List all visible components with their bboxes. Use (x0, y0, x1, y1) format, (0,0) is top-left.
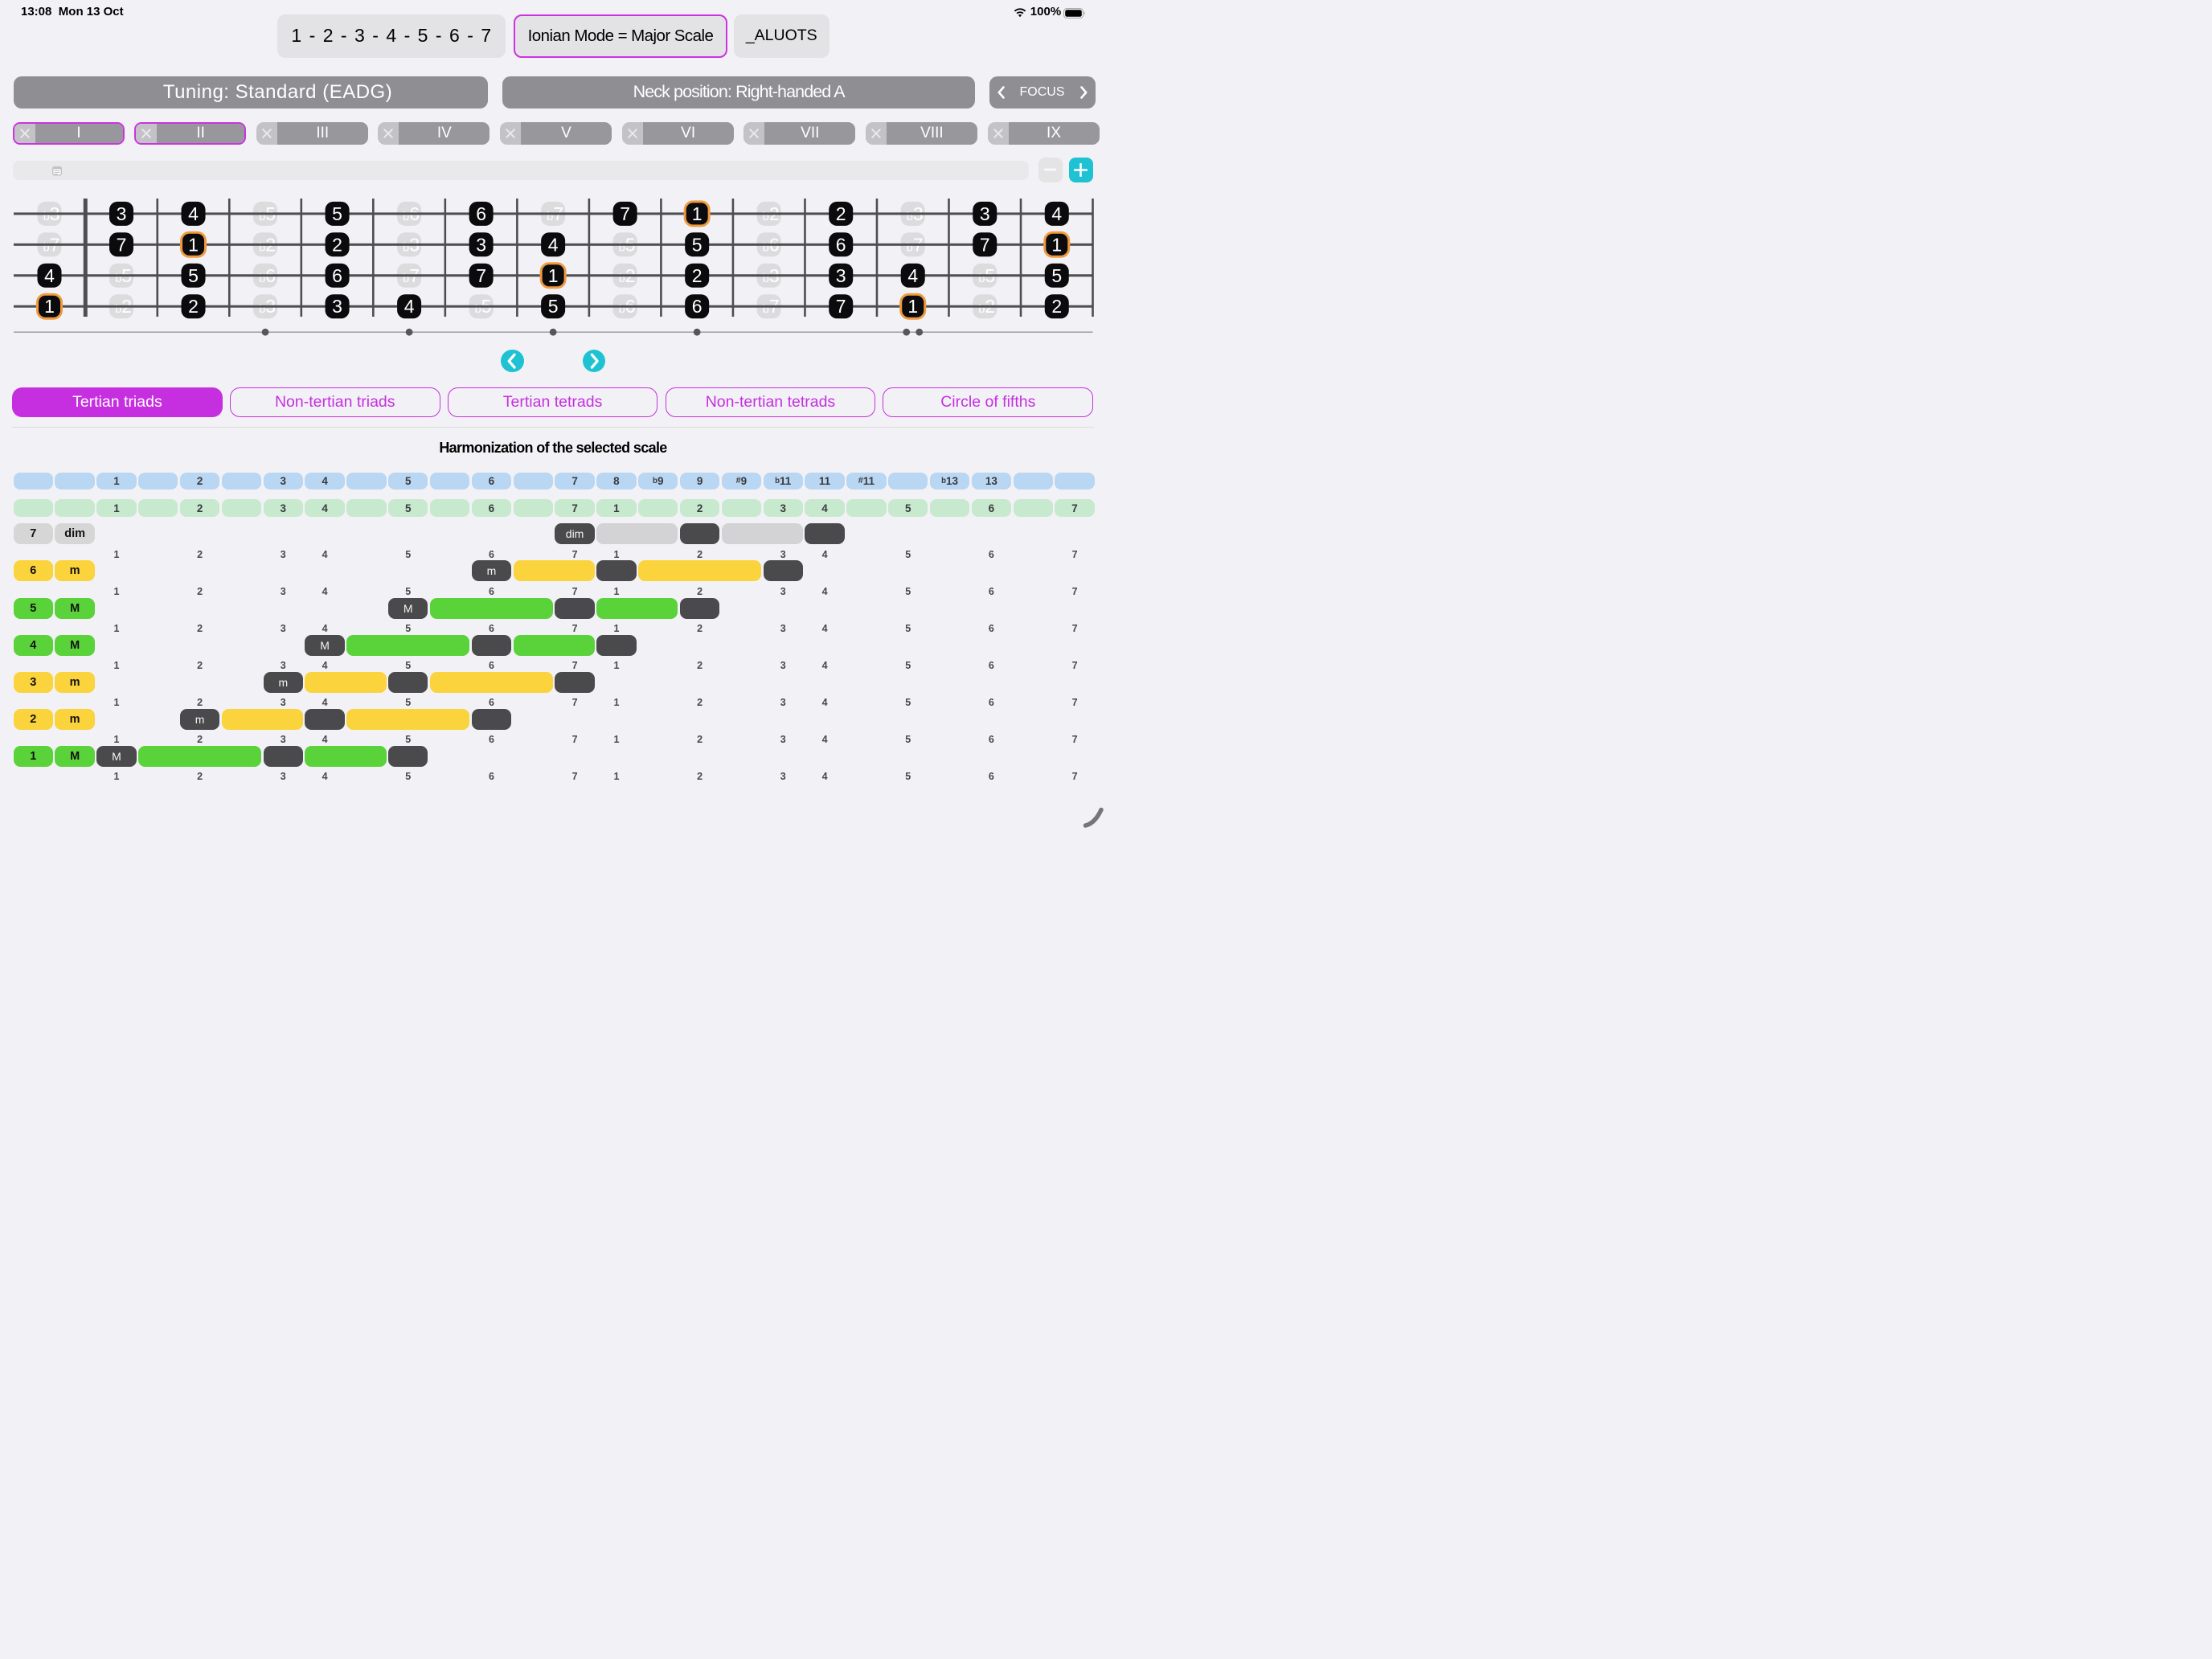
svg-text:6: 6 (332, 265, 342, 286)
svg-text:4: 4 (907, 265, 918, 286)
svg-text:5: 5 (1051, 265, 1062, 286)
svg-text:4: 4 (548, 234, 559, 255)
svg-text:6: 6 (476, 203, 486, 224)
svg-text:6: 6 (692, 296, 703, 317)
svg-text:7: 7 (117, 234, 127, 255)
svg-text:3: 3 (117, 203, 127, 224)
svg-text:7: 7 (476, 265, 486, 286)
svg-text:7: 7 (980, 234, 990, 255)
svg-text:1: 1 (44, 296, 55, 317)
svg-text:1: 1 (188, 234, 199, 255)
svg-text:2: 2 (332, 234, 342, 255)
svg-text:4: 4 (44, 265, 55, 286)
svg-text:6: 6 (836, 234, 846, 255)
svg-text:5: 5 (692, 234, 703, 255)
svg-text:3: 3 (476, 234, 486, 255)
svg-text:4: 4 (404, 296, 415, 317)
svg-text:2: 2 (692, 265, 703, 286)
svg-text:2: 2 (1051, 296, 1062, 317)
svg-text:2: 2 (836, 203, 846, 224)
svg-text:5: 5 (188, 265, 199, 286)
svg-text:3: 3 (332, 296, 342, 317)
svg-text:4: 4 (188, 203, 199, 224)
svg-text:3: 3 (980, 203, 990, 224)
svg-text:4: 4 (1051, 203, 1062, 224)
svg-text:2: 2 (188, 296, 199, 317)
svg-text:1: 1 (548, 265, 559, 286)
svg-text:7: 7 (836, 296, 846, 317)
svg-text:5: 5 (548, 296, 559, 317)
svg-text:3: 3 (836, 265, 846, 286)
svg-text:1: 1 (692, 203, 703, 224)
svg-text:7: 7 (620, 203, 630, 224)
svg-text:1: 1 (907, 296, 918, 317)
svg-text:1: 1 (1051, 234, 1062, 255)
svg-text:5: 5 (332, 203, 342, 224)
